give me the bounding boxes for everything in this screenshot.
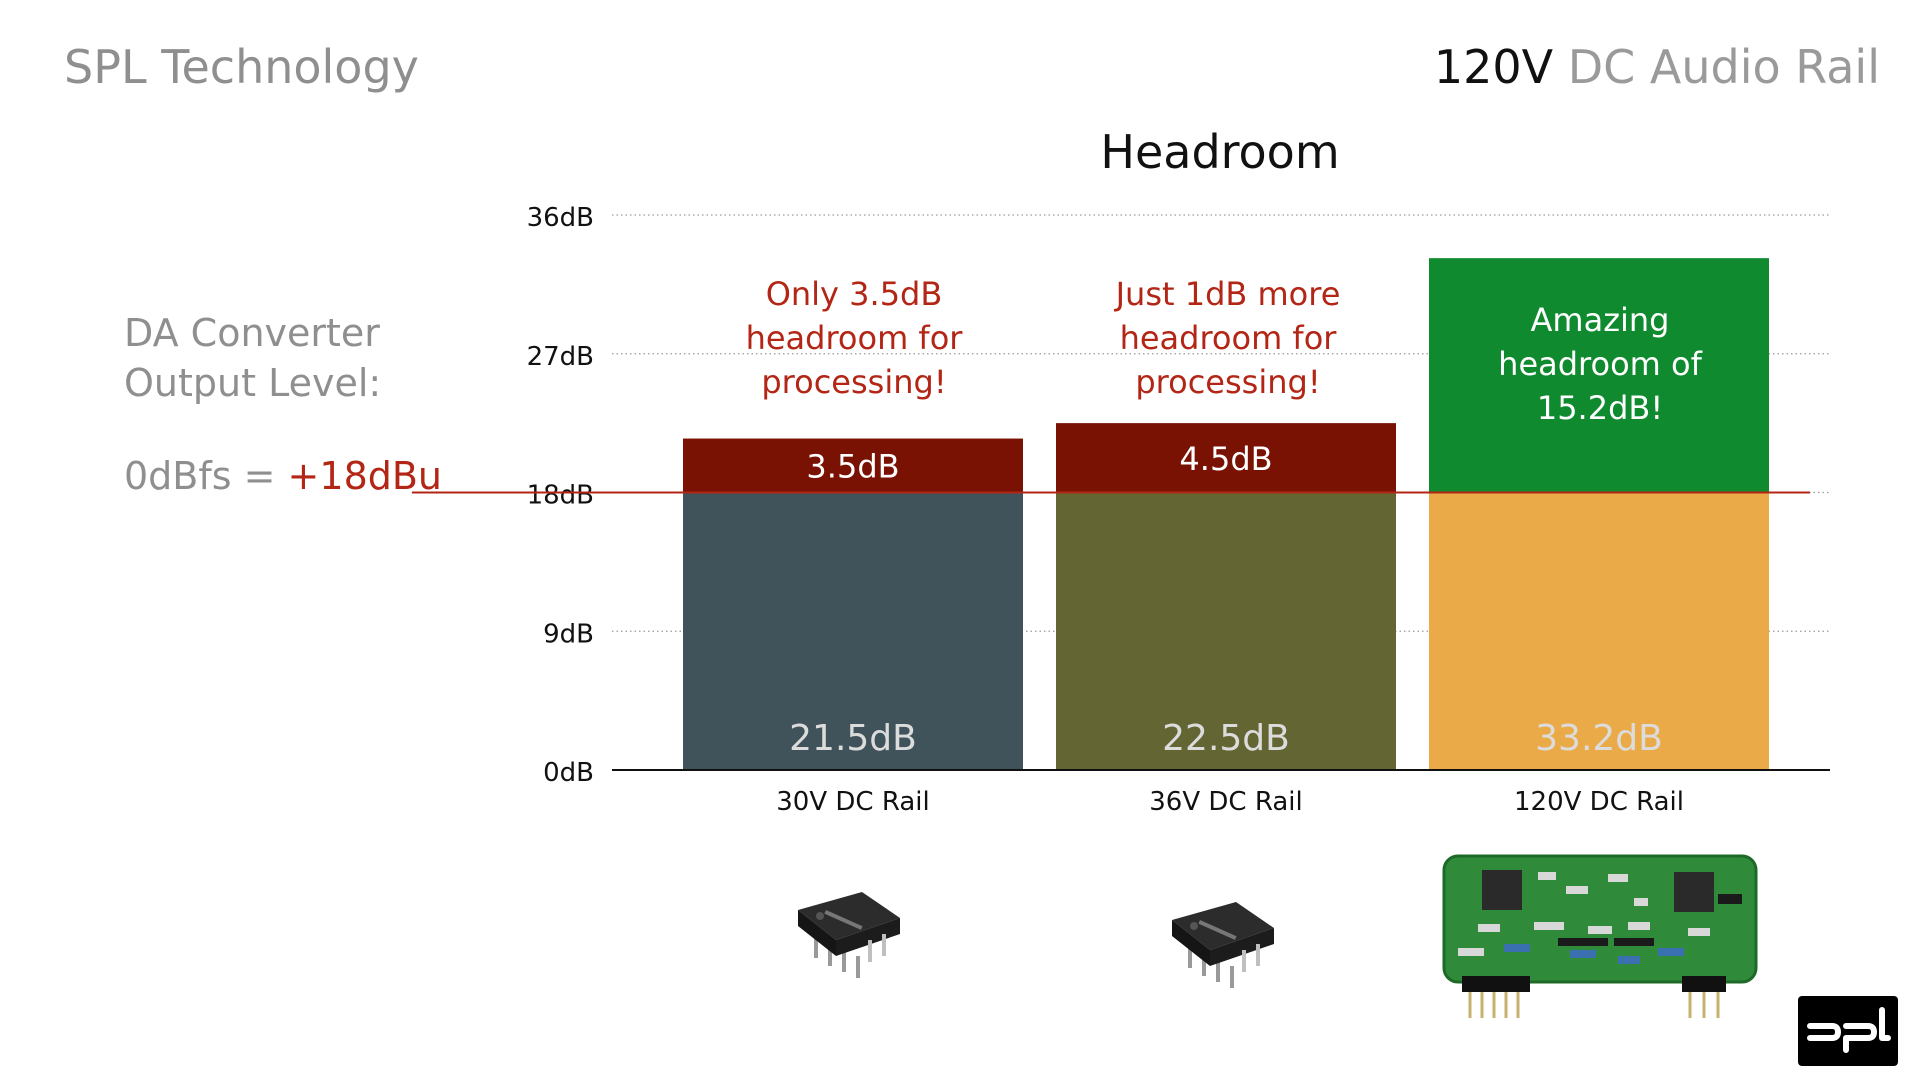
y-tick-label: 36dB (527, 203, 594, 233)
bar-headroom-label: 3.5dB (806, 448, 899, 486)
da-converter-label-line1: DA Converter (124, 311, 380, 355)
spl-logo-icon (1798, 996, 1898, 1066)
y-tick-label: 18dB (527, 481, 594, 511)
annotation-line: Just 1dB more (1115, 275, 1341, 313)
bar-total-label: 22.5dB (1162, 718, 1290, 759)
formula-prefix: 0dBfs = (124, 454, 288, 498)
da-converter-label-line2: Output Level: (124, 361, 382, 405)
y-tick-label: 27dB (527, 342, 594, 372)
page-title-voltage: 120V (1433, 40, 1554, 94)
page-title-rest: DC Audio Rail (1553, 40, 1880, 94)
bar-headroom (1056, 423, 1396, 493)
da-converter-label: DA Converter Output Level: (124, 308, 524, 408)
bar-base (1429, 492, 1769, 770)
brand-title: SPL Technology (64, 40, 419, 94)
annotation-line: headroom of (1498, 345, 1702, 383)
bar-base (683, 492, 1023, 770)
ic-chip-icon (1164, 890, 1284, 1000)
chart-title: Headroom (1100, 125, 1340, 179)
bar-base (1056, 492, 1396, 770)
bar-total-label: 33.2dB (1535, 718, 1663, 759)
page-title: 120V DC Audio Rail (1434, 40, 1880, 94)
y-tick-label: 0dB (543, 758, 594, 788)
bar-headroom (683, 438, 1023, 493)
formula-value: +18dBu (287, 454, 443, 498)
bar-headroom (1429, 258, 1769, 493)
circuit-board-icon (1438, 852, 1762, 1022)
annotation-line: 15.2dB! (1536, 389, 1664, 427)
x-tick-label: 30V DC Rail (776, 787, 929, 817)
annotation-line: headroom for (1119, 319, 1337, 357)
ic-chip-icon (790, 880, 910, 990)
bar-headroom-label: 4.5dB (1179, 440, 1272, 478)
annotation-line: headroom for (745, 319, 963, 357)
annotation-line: processing! (761, 363, 947, 401)
annotation-line: Only 3.5dB (765, 275, 943, 313)
bar-total-label: 21.5dB (789, 718, 917, 759)
output-level-formula: 0dBfs = +18dBu (124, 454, 442, 498)
x-tick-label: 120V DC Rail (1514, 787, 1684, 817)
x-tick-label: 36V DC Rail (1149, 787, 1302, 817)
y-tick-label: 9dB (543, 619, 594, 649)
bar-annotation-30v: Only 3.5dB headroom for processing! (684, 272, 1024, 404)
bar-annotation-120v: Amazing headroom of 15.2dB! (1430, 298, 1770, 430)
annotation-line: processing! (1135, 363, 1321, 401)
bar-annotation-36v: Just 1dB more headroom for processing! (1058, 272, 1398, 404)
annotation-line: Amazing (1530, 301, 1670, 339)
